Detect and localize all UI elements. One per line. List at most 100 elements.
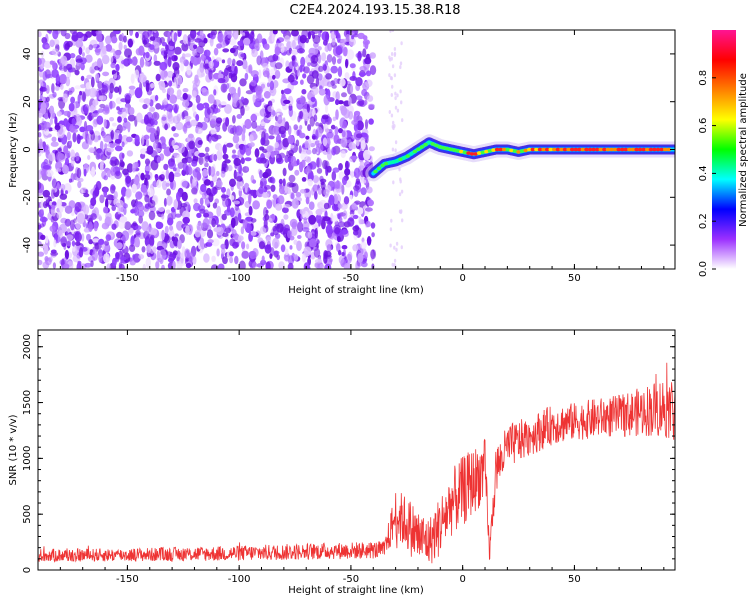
noise-speckle — [66, 63, 73, 71]
noise-speckle — [178, 261, 186, 267]
noise-speckle — [315, 208, 323, 216]
noise-speckle — [191, 160, 198, 167]
noise-speckle — [390, 93, 393, 97]
noise-speckle — [85, 47, 90, 55]
noise-speckle — [217, 263, 225, 269]
noise-speckle — [291, 221, 298, 230]
noise-speckle — [331, 146, 337, 156]
noise-speckle — [336, 137, 341, 144]
noise-speckle — [206, 199, 210, 205]
noise-speckle — [204, 146, 210, 153]
noise-speckle — [90, 213, 97, 220]
noise-speckle — [163, 97, 169, 105]
noise-speckle — [230, 195, 235, 201]
noise-speckle — [265, 261, 271, 269]
noise-speckle — [124, 221, 132, 231]
noise-speckle — [71, 246, 76, 252]
noise-speckle — [265, 236, 272, 245]
noise-speckle — [100, 160, 105, 166]
noise-speckle — [85, 54, 93, 63]
noise-speckle — [395, 247, 398, 252]
noise-speckle — [81, 233, 85, 242]
noise-speckle — [131, 199, 137, 208]
noise-speckle — [337, 66, 343, 78]
signal-core — [437, 145, 443, 149]
noise-speckle — [303, 66, 310, 74]
noise-speckle — [117, 116, 122, 123]
noise-speckle — [308, 214, 317, 225]
noise-speckle — [39, 216, 48, 223]
noise-speckle — [173, 133, 179, 138]
noise-speckle — [134, 206, 139, 216]
noise-speckle — [168, 171, 175, 183]
noise-speckle — [131, 183, 137, 194]
noise-speckle — [182, 34, 188, 45]
noise-speckle — [326, 81, 333, 88]
noise-speckle — [40, 81, 44, 87]
noise-speckle — [232, 115, 236, 124]
noise-speckle — [98, 216, 103, 221]
noise-speckle — [45, 257, 52, 266]
noise-speckle — [340, 105, 348, 116]
noise-speckle — [148, 106, 156, 113]
noise-speckle — [184, 115, 192, 120]
noise-speckle — [69, 219, 75, 231]
noise-speckle — [212, 202, 218, 209]
noise-speckle — [393, 263, 396, 267]
snr-background — [38, 330, 675, 570]
noise-speckle — [366, 237, 372, 243]
noise-speckle — [299, 124, 303, 130]
signal-core — [570, 147, 575, 152]
noise-speckle — [345, 58, 349, 69]
noise-speckle — [248, 193, 252, 205]
noise-speckle — [137, 204, 145, 212]
noise-speckle — [260, 121, 266, 127]
noise-speckle — [114, 145, 123, 152]
noise-speckle — [345, 160, 349, 170]
noise-speckle — [280, 244, 286, 253]
noise-speckle — [219, 144, 223, 153]
noise-speckle — [116, 231, 123, 239]
noise-speckle — [123, 117, 128, 123]
noise-speckle — [282, 167, 287, 177]
noise-speckle — [220, 243, 226, 250]
noise-speckle — [70, 157, 75, 167]
noise-speckle — [290, 49, 299, 55]
noise-speckle — [161, 213, 165, 220]
noise-speckle — [110, 130, 115, 140]
noise-speckle — [120, 256, 127, 261]
noise-speckle — [390, 113, 394, 118]
noise-speckle — [199, 238, 204, 248]
noise-speckle — [393, 47, 397, 51]
noise-speckle — [55, 168, 62, 173]
noise-speckle — [82, 131, 89, 140]
noise-speckle — [251, 262, 258, 268]
noise-speckle — [73, 231, 80, 236]
noise-speckle — [315, 122, 320, 127]
signal-core — [637, 147, 643, 152]
noise-speckle — [227, 34, 232, 39]
noise-speckle — [258, 241, 266, 250]
noise-speckle — [146, 89, 152, 96]
signal-core — [587, 147, 593, 152]
y-tick-label: 500 — [22, 505, 33, 524]
noise-speckle — [257, 157, 264, 164]
noise-speckle — [304, 140, 309, 149]
noise-speckle — [203, 179, 211, 186]
noise-speckle — [235, 143, 240, 150]
noise-speckle — [394, 96, 397, 101]
noise-speckle — [111, 69, 117, 75]
noise-speckle — [311, 86, 319, 96]
noise-speckle — [60, 55, 68, 65]
noise-speckle — [352, 225, 360, 232]
signal-core — [555, 147, 561, 152]
noise-speckle — [168, 162, 176, 170]
colorbar-tick-label: 0.8 — [698, 70, 709, 86]
noise-speckle — [369, 155, 373, 164]
noise-speckle — [224, 104, 232, 114]
noise-speckle — [280, 45, 285, 53]
noise-speckle — [345, 253, 352, 264]
noise-speckle — [229, 38, 237, 46]
noise-speckle — [342, 176, 347, 186]
